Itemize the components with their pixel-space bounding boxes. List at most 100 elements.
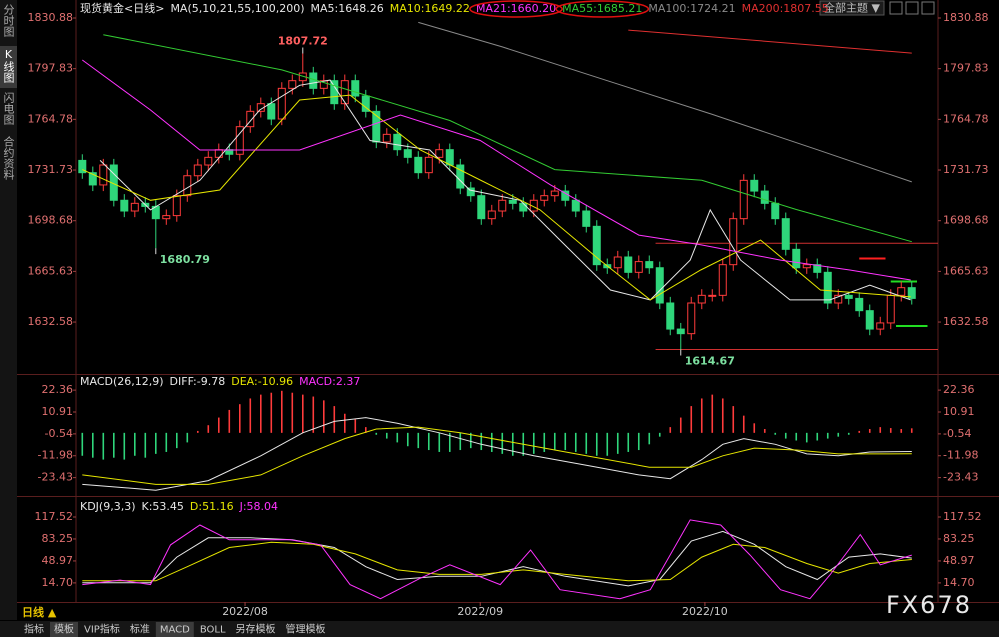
- y-tick-label: 14.70: [943, 576, 975, 589]
- legend-entry: DEA:-10.96: [231, 375, 293, 388]
- y-tick-label: 83.25: [943, 532, 975, 545]
- y-tick-label: 83.25: [42, 532, 74, 545]
- candle-body: [687, 302, 696, 335]
- candle-body: [183, 175, 192, 197]
- candle-body: [739, 179, 748, 220]
- y-tick-label: 1698.68: [28, 214, 74, 227]
- candle-body: [655, 267, 664, 304]
- annotation: 1807.72: [278, 35, 328, 48]
- candle-body: [382, 133, 391, 143]
- candle-body: [487, 210, 496, 220]
- candle-body: [277, 87, 286, 120]
- tab[interactable]: 指标: [24, 623, 44, 636]
- tab[interactable]: BOLL: [200, 625, 226, 636]
- theme-button[interactable]: [819, 0, 885, 16]
- candle-body: [267, 103, 276, 120]
- tab-active: [155, 622, 194, 637]
- candle-body: [550, 190, 559, 197]
- candle-body: [309, 72, 318, 89]
- candle-body: [729, 218, 738, 266]
- y-tick-label: -0.54: [45, 427, 73, 440]
- candle-body: [666, 302, 675, 330]
- candle-body: [897, 287, 906, 296]
- candle-body: [750, 179, 759, 192]
- icon[interactable]: [921, 1, 935, 15]
- candle-body: [99, 164, 108, 186]
- candle-body: [340, 80, 349, 105]
- candle-body: [876, 322, 885, 330]
- sidebar: [0, 0, 17, 620]
- y-tick-label: 1797.83: [943, 62, 989, 75]
- y-tick-label: 1632.58: [943, 315, 989, 328]
- candle-body: [466, 187, 475, 197]
- icon[interactable]: [905, 1, 919, 15]
- indicator-line: [99, 79, 911, 301]
- candle-body: [571, 199, 580, 212]
- candle-body: [907, 287, 916, 299]
- y-tick-label: -23.43: [38, 471, 73, 484]
- candle-body: [634, 261, 643, 273]
- legend-entry: MA100:1724.21: [648, 2, 735, 15]
- theme-label[interactable]: 全部主题 ▼: [824, 1, 880, 15]
- tab[interactable]: MACD: [160, 625, 190, 636]
- y-tick-label: 1797.83: [28, 62, 74, 75]
- candle-body: [424, 156, 433, 174]
- y-tick-label: 10.91: [943, 405, 975, 418]
- indicator-line: [82, 426, 912, 485]
- sidebar-item[interactable]: 合约资料: [2, 135, 15, 181]
- tab[interactable]: 另存模板: [236, 623, 276, 636]
- period-label[interactable]: 日线 ▲: [22, 605, 57, 619]
- icon[interactable]: [889, 1, 903, 15]
- legend-entry: 现货黄金<日线>: [80, 1, 164, 15]
- legend-entry: MA10:1649.22: [390, 2, 470, 15]
- tab[interactable]: VIP指标: [84, 623, 120, 636]
- sidebar-item[interactable]: 闪电图: [2, 91, 15, 126]
- candle-body: [792, 248, 801, 269]
- x-tick-label: 2022/10: [682, 605, 728, 618]
- candle-body: [834, 294, 843, 304]
- sidebar-item[interactable]: 分时图: [2, 4, 15, 38]
- y-tick-label: -23.43: [943, 471, 978, 484]
- legend-entry: MACD(26,12,9): [80, 375, 164, 388]
- legend-entry: D:51.16: [190, 500, 234, 513]
- y-tick-label: 1632.58: [28, 315, 74, 328]
- candle-body: [529, 199, 538, 212]
- legend-entry: MA55:1685.21: [562, 2, 642, 15]
- candle-body: [708, 294, 717, 297]
- candle-body: [351, 80, 360, 97]
- candle-body: [372, 110, 381, 143]
- legend-entry: MA21:1660.20: [476, 2, 556, 15]
- indicator-line: [82, 59, 911, 281]
- y-tick-label: 117.52: [35, 510, 74, 523]
- x-tick-label: 2022/08: [222, 605, 268, 618]
- tab[interactable]: 管理模板: [286, 623, 326, 636]
- x-tick-label: 2022/09: [457, 605, 503, 618]
- candle-body: [78, 159, 87, 174]
- candle-body: [624, 256, 633, 273]
- y-tick-label: -11.98: [943, 449, 978, 462]
- candle-body: [361, 95, 370, 112]
- candle-body: [582, 210, 591, 227]
- candle-body: [403, 149, 412, 158]
- indicator-line: [82, 94, 911, 301]
- candle-body: [613, 256, 622, 269]
- candle-body: [130, 202, 139, 212]
- legend-entry: KDJ(9,3,3): [80, 500, 136, 513]
- y-tick-label: 1665.63: [943, 264, 989, 277]
- tab[interactable]: 模板: [54, 623, 74, 636]
- candle-body: [162, 215, 171, 220]
- sidebar-item[interactable]: K线图: [2, 48, 15, 84]
- indicator-line: [82, 541, 912, 582]
- highlight-circle: [555, 0, 650, 18]
- candle-body: [781, 218, 790, 250]
- y-tick-label: 1731.73: [943, 163, 989, 176]
- y-tick-label: -11.98: [38, 449, 73, 462]
- y-tick-label: 1665.63: [28, 264, 74, 277]
- indicator-line: [628, 29, 912, 54]
- tab[interactable]: 标准: [130, 624, 150, 636]
- legend-entry: J:58.04: [239, 500, 278, 513]
- candle-body: [172, 195, 181, 217]
- legend-entry: MA5:1648.26: [311, 2, 384, 15]
